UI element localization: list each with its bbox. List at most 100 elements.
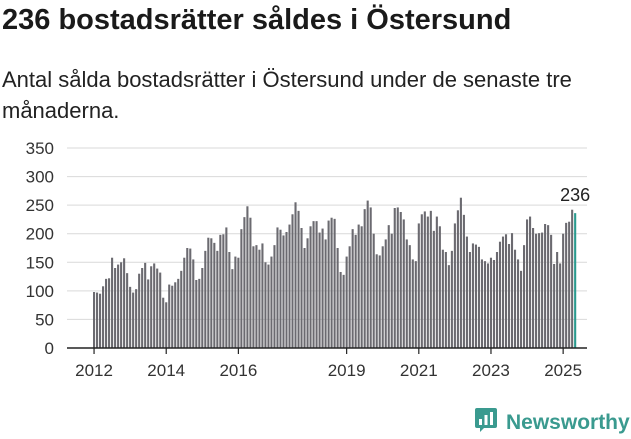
bar <box>393 208 396 348</box>
bar <box>351 229 354 348</box>
bar <box>513 249 517 348</box>
bar <box>541 232 544 348</box>
bar <box>516 259 520 348</box>
bar <box>450 250 453 348</box>
bar <box>315 221 318 348</box>
bar <box>408 245 411 348</box>
x-tick-label: 2012 <box>75 361 113 380</box>
x-tick-label: 2023 <box>472 361 510 380</box>
bar <box>210 238 213 348</box>
y-tick-label: 100 <box>26 282 54 301</box>
bar <box>171 285 174 348</box>
bar <box>273 245 276 348</box>
bar <box>321 228 324 348</box>
bar <box>492 260 496 348</box>
bar <box>312 221 315 348</box>
bar <box>231 269 234 348</box>
bar <box>477 246 480 348</box>
highlight-value-label: 236 <box>560 185 590 205</box>
bar <box>234 256 237 348</box>
bar <box>529 216 532 348</box>
y-tick-label: 50 <box>35 310 54 329</box>
bar <box>258 249 261 348</box>
bar <box>474 244 477 348</box>
bar <box>399 212 402 348</box>
bar <box>483 261 487 348</box>
bar <box>165 302 168 348</box>
bar <box>369 207 372 348</box>
bar <box>550 234 553 348</box>
bar <box>147 279 150 348</box>
bar <box>186 248 189 348</box>
bar <box>411 259 414 348</box>
bar <box>189 248 192 348</box>
bar <box>495 252 499 348</box>
bar <box>414 261 417 348</box>
bar <box>357 224 360 348</box>
bar <box>519 270 523 348</box>
bar <box>568 221 571 348</box>
bar <box>327 220 330 348</box>
newsworthy-logo-icon <box>474 407 498 438</box>
bar <box>288 224 291 348</box>
bar <box>378 255 381 348</box>
bar <box>423 211 426 348</box>
bar <box>309 226 312 348</box>
bar <box>429 210 432 348</box>
x-tick-label: 2014 <box>147 361 185 380</box>
bar <box>453 223 456 348</box>
bar <box>354 234 357 348</box>
bar <box>216 250 219 348</box>
bar <box>435 216 438 348</box>
bar <box>132 292 135 348</box>
bar <box>538 233 541 348</box>
bar <box>420 214 423 348</box>
bar <box>360 226 363 348</box>
bar <box>168 284 171 348</box>
bar <box>294 202 297 348</box>
bar <box>135 289 138 348</box>
bar <box>441 249 444 348</box>
x-tick-label: 2016 <box>219 361 257 380</box>
bar <box>207 237 210 348</box>
bar <box>471 243 474 348</box>
bar <box>282 235 285 348</box>
y-tick-label: 250 <box>26 196 54 215</box>
bar <box>153 263 156 348</box>
bar <box>318 232 321 348</box>
bar <box>324 239 327 348</box>
bar <box>105 278 108 348</box>
bar <box>556 252 559 348</box>
bar <box>159 272 162 348</box>
newsworthy-brand: Newsworthy <box>474 407 630 438</box>
bar <box>363 209 366 348</box>
bar <box>486 263 490 348</box>
bar <box>342 274 345 348</box>
bar <box>372 233 375 348</box>
bar <box>330 217 333 348</box>
bar <box>459 197 462 348</box>
bar <box>162 297 165 348</box>
bar <box>348 246 351 348</box>
y-tick-label: 0 <box>45 339 54 358</box>
bar <box>141 268 144 348</box>
bar <box>532 228 535 348</box>
bar <box>225 227 228 348</box>
chart-title: 236 bostadsrätter såldes i Östersund <box>2 4 512 36</box>
bar <box>438 226 441 348</box>
bar <box>174 282 177 348</box>
bar <box>96 292 99 348</box>
bar <box>102 286 105 348</box>
bar <box>565 222 568 348</box>
bar <box>111 257 114 348</box>
brand-name: Newsworthy <box>506 410 630 434</box>
bar <box>261 243 264 348</box>
bar <box>465 236 468 348</box>
bar <box>405 239 408 348</box>
bar <box>204 250 207 348</box>
bar <box>306 238 309 348</box>
bar <box>249 217 252 348</box>
x-tick-label: 2021 <box>400 361 438 380</box>
bar <box>150 266 153 348</box>
bar <box>219 234 222 348</box>
